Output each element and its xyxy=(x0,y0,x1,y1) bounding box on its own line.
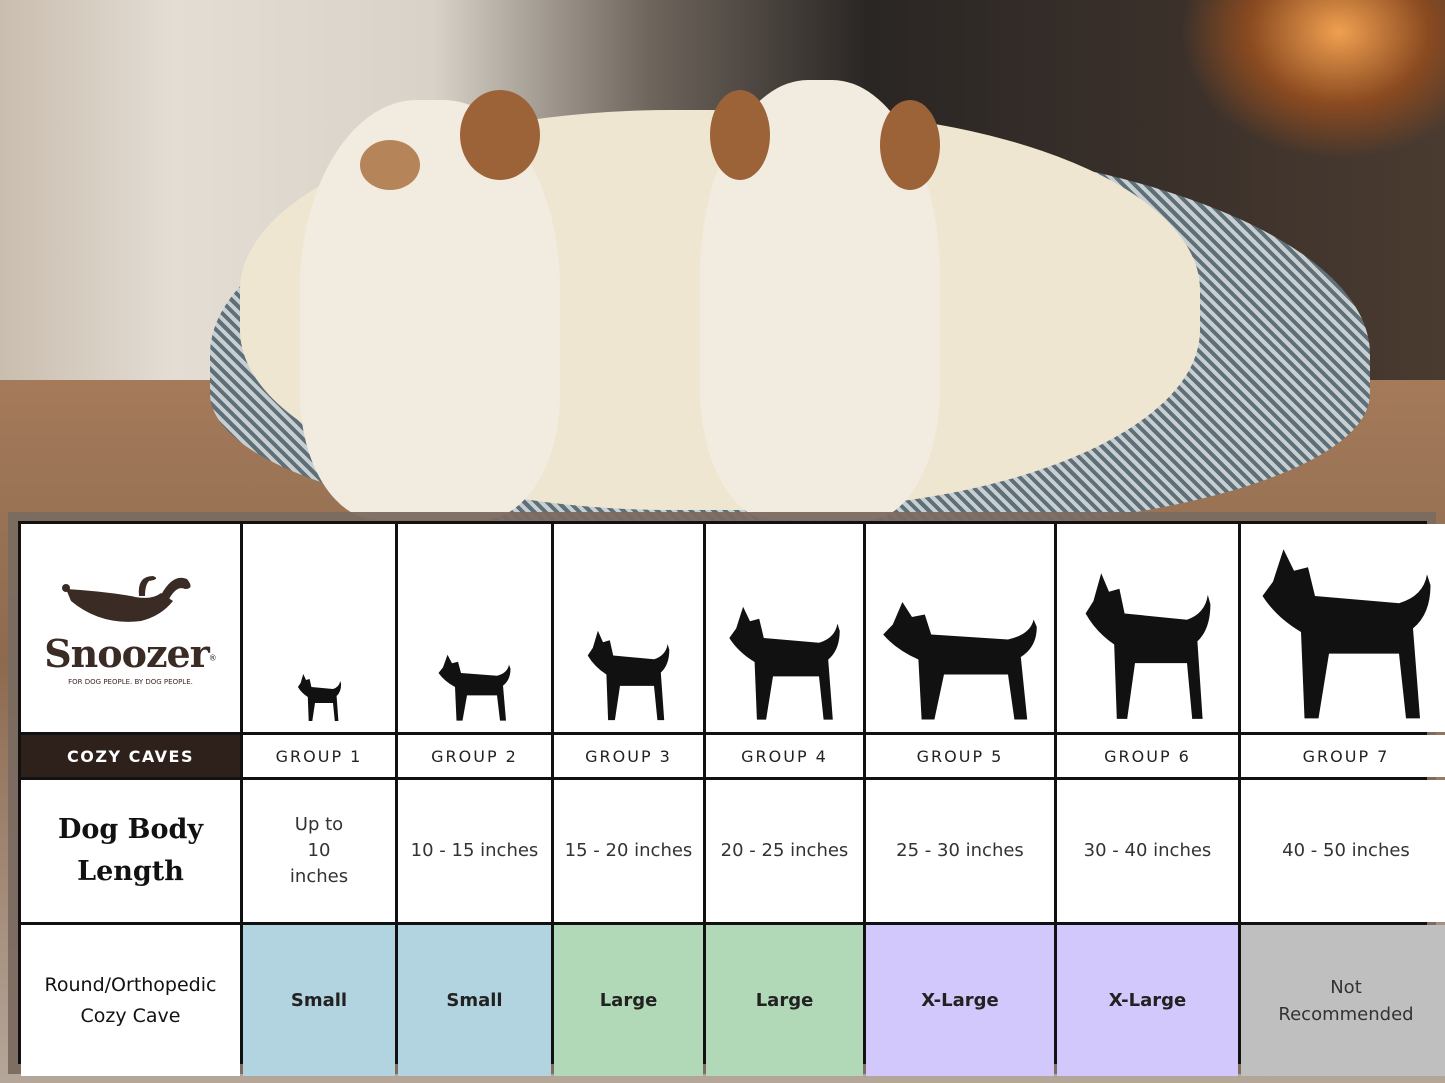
group-label: GROUP 5 xyxy=(866,735,1054,777)
group-label: GROUP 1 xyxy=(243,735,395,777)
recommended-size: Small xyxy=(398,925,551,1076)
group-label: GROUP 6 xyxy=(1057,735,1238,777)
great-dane-silhouette-icon xyxy=(1262,549,1430,719)
row-header-dog-body-length: Dog Body Length xyxy=(21,780,240,922)
row-header-product: Round/Orthopedic Cozy Cave xyxy=(21,925,240,1076)
group-label: GROUP 7 xyxy=(1241,735,1445,777)
pomeranian-silhouette-icon xyxy=(438,654,511,721)
dog-right xyxy=(700,80,940,520)
dog-silhouette-cell xyxy=(243,524,395,732)
shiba-silhouette-icon xyxy=(729,606,840,720)
body-length-value: 20 - 25 inches xyxy=(706,780,863,922)
chihuahua-silhouette-icon xyxy=(297,674,341,721)
recommended-size: Large xyxy=(554,925,703,1076)
recommended-size: Not Recommended xyxy=(1241,925,1445,1076)
body-length-value: 40 - 50 inches xyxy=(1241,780,1445,922)
doberman-silhouette-icon xyxy=(1085,573,1210,719)
dog-silhouette-cell xyxy=(554,524,703,732)
group-label: GROUP 2 xyxy=(398,735,551,777)
category-label: COZY CAVES xyxy=(21,735,240,777)
fireplace xyxy=(1180,0,1445,160)
boston-terrier-silhouette-icon xyxy=(587,630,670,721)
golden-retriever-silhouette-icon xyxy=(883,602,1037,720)
dog-silhouette-cell xyxy=(1057,524,1238,732)
recommended-size: X-Large xyxy=(866,925,1054,1076)
dog-silhouette-cell xyxy=(706,524,863,732)
recommended-size: X-Large xyxy=(1057,925,1238,1076)
body-length-value: 10 - 15 inches xyxy=(398,780,551,922)
dog-left xyxy=(300,90,560,520)
dog-silhouette-cell xyxy=(398,524,551,732)
body-length-value: 25 - 30 inches xyxy=(866,780,1054,922)
brand-tagline: FOR DOG PEOPLE. BY DOG PEOPLE. xyxy=(68,677,193,686)
size-chart-table: Snoozer® FOR DOG PEOPLE. BY DOG PEOPLE. … xyxy=(18,521,1445,1076)
body-length-value: 15 - 20 inches xyxy=(554,780,703,922)
group-label: GROUP 3 xyxy=(554,735,703,777)
body-length-value: 30 - 40 inches xyxy=(1057,780,1238,922)
recommended-size: Large xyxy=(706,925,863,1076)
registered-mark: ® xyxy=(208,653,217,663)
dog-silhouette-cell xyxy=(866,524,1054,732)
recommended-size: Small xyxy=(243,925,395,1076)
dog-logo-icon xyxy=(61,575,191,622)
group-label: GROUP 4 xyxy=(706,735,863,777)
body-length-value: Up to 10 inches xyxy=(243,780,395,922)
brand-name: Snoozer xyxy=(44,630,210,676)
snoozer-logo: Snoozer® FOR DOG PEOPLE. BY DOG PEOPLE. xyxy=(21,524,240,732)
dog-silhouette-cell xyxy=(1241,524,1445,732)
